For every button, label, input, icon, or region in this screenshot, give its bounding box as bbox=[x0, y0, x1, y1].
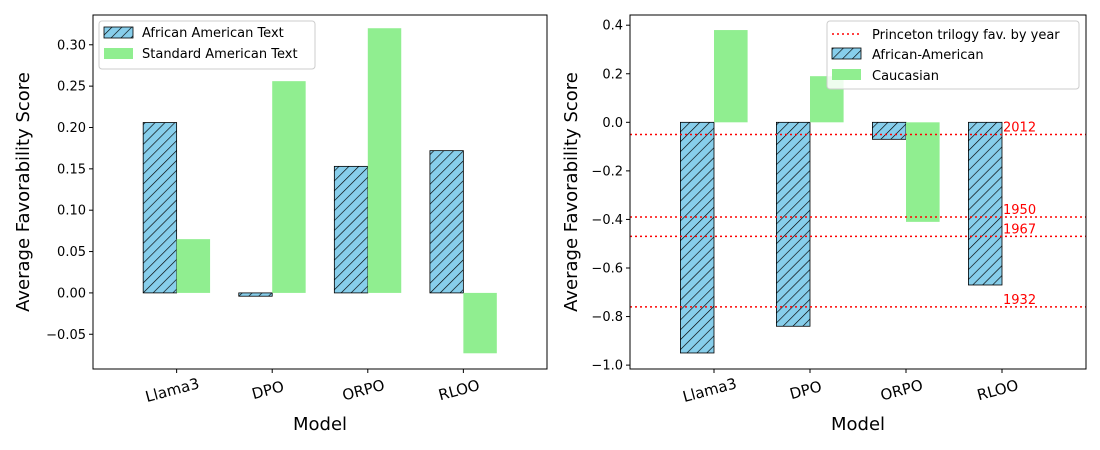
y-tick-label: −0.05 bbox=[46, 328, 86, 343]
y-tick-label: 0.10 bbox=[57, 204, 86, 219]
bar-african-american-text-dpo bbox=[238, 292, 273, 297]
legend-frame bbox=[826, 20, 1080, 90]
legend-label-princeton-trilogy: Princeton trilogy fav. by year bbox=[872, 28, 1060, 43]
y-axis-label: Average Favorability Score bbox=[13, 72, 34, 312]
y-tick-label: −0.2 bbox=[591, 164, 623, 179]
legend-frame bbox=[98, 20, 316, 70]
y-tick-label: −0.4 bbox=[591, 213, 623, 228]
bar-caucasian-orpo bbox=[906, 122, 940, 222]
y-tick-label: −1.0 bbox=[591, 359, 623, 374]
ref-line-label-1967: 1967 bbox=[1003, 222, 1036, 237]
plot-frame bbox=[629, 14, 1087, 370]
plot-frame bbox=[92, 14, 548, 370]
legend-label-african-american-text: African American Text bbox=[142, 26, 284, 41]
x-tick-label-dpo: DPO bbox=[788, 377, 824, 403]
y-tick-label: 0.4 bbox=[602, 19, 623, 34]
y-tick-label: 0.0 bbox=[602, 116, 623, 131]
ref-line-label-2012: 2012 bbox=[1003, 120, 1036, 135]
bar-standard-american-text-orpo bbox=[367, 28, 402, 293]
bar-african-american-text-orpo bbox=[333, 165, 369, 294]
bar-african-american-llama3 bbox=[680, 121, 715, 354]
x-axis-label: Model bbox=[831, 414, 885, 435]
legend: African American Text Standard American … bbox=[98, 20, 316, 70]
ref-line-label-1950: 1950 bbox=[1003, 203, 1036, 218]
bar-african-american-text-rloo bbox=[429, 150, 464, 294]
x-tick-label-orpo: ORPO bbox=[340, 376, 386, 405]
bar-standard-american-text-dpo bbox=[272, 81, 306, 293]
legend: Princeton trilogy fav. by year African-A… bbox=[826, 20, 1080, 90]
legend-swatch-standard-american-text bbox=[104, 48, 133, 59]
x-tick-label-rloo: RLOO bbox=[975, 376, 1020, 404]
y-tick-label: 0.05 bbox=[57, 245, 86, 260]
bar-african-american-dpo bbox=[776, 121, 811, 327]
bar-standard-american-text-llama3 bbox=[176, 239, 211, 293]
bar-african-american-orpo bbox=[872, 121, 907, 140]
x-tick-label-orpo: ORPO bbox=[879, 376, 925, 405]
y-tick-label: 0.15 bbox=[57, 162, 86, 177]
legend-label-caucasian: Caucasian bbox=[872, 69, 939, 84]
legend-swatch-caucasian bbox=[832, 69, 861, 80]
legend-swatch-african-american bbox=[831, 47, 862, 60]
legend-label-african-american: African-American bbox=[872, 48, 984, 63]
bar-standard-american-text-rloo bbox=[463, 292, 497, 354]
y-tick-label: 0.20 bbox=[57, 121, 86, 136]
y-tick-label: −0.8 bbox=[591, 310, 623, 325]
y-tick-label: 0.2 bbox=[602, 67, 623, 82]
x-tick-label-llama3: Llama3 bbox=[143, 374, 201, 406]
y-tick-label: 0.30 bbox=[57, 38, 86, 53]
y-axis-label: Average Favorability Score bbox=[561, 72, 582, 312]
ref-line-label-1932: 1932 bbox=[1003, 293, 1036, 308]
bar-african-american-text-llama3 bbox=[142, 122, 178, 294]
y-tick-label: 0.25 bbox=[57, 80, 86, 95]
y-tick-label: 0.00 bbox=[57, 286, 86, 301]
x-tick-label-dpo: DPO bbox=[250, 377, 286, 403]
y-tick-label: −0.6 bbox=[591, 261, 623, 276]
legend-swatch-african-american-text bbox=[103, 26, 134, 39]
legend-label-standard-american-text: Standard American Text bbox=[142, 47, 298, 62]
bar-african-american-rloo bbox=[968, 121, 1003, 286]
right-chart: 2012 1950 1967 1932 −1.0 −0.8 −0.6 −0.4 −0.2 0.0… bbox=[561, 14, 1087, 435]
x-axis-label: Model bbox=[293, 414, 347, 435]
bar-caucasian-llama3 bbox=[714, 30, 748, 123]
x-tick-label-llama3: Llama3 bbox=[681, 374, 739, 406]
left-chart: −0.05 0.00 0.05 0.10 0.15 0.20 0.25 0.30 Llama3 D… bbox=[13, 14, 548, 435]
x-tick-label-rloo: RLOO bbox=[437, 376, 482, 404]
